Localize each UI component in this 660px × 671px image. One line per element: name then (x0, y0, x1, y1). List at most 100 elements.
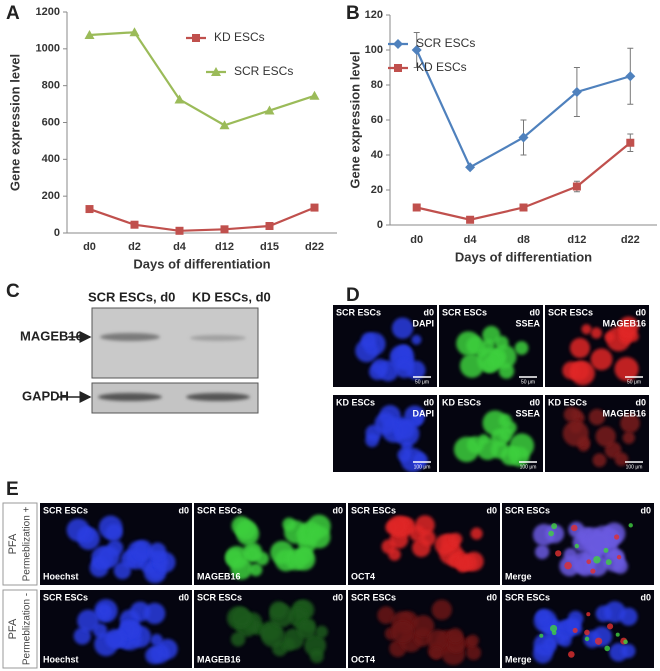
tile-label: d0 (640, 592, 651, 602)
y-tick-label: 60 (371, 114, 383, 126)
cell-dot (539, 633, 544, 638)
blot-membrane (91, 307, 259, 379)
cell-dot (615, 632, 620, 637)
x-axis-label: Days of differentiation (133, 256, 270, 271)
blot-column-label: KD ESCs, d0 (192, 289, 271, 304)
cell (244, 546, 260, 562)
cell (604, 331, 615, 342)
cell (105, 629, 125, 649)
cell (534, 544, 550, 560)
x-tick-label: d12 (567, 234, 586, 246)
x-tick-label: d15 (260, 241, 279, 253)
row-label: PFA (7, 533, 19, 554)
tile-label: MAGEB16 (197, 571, 241, 581)
cell-dot (594, 637, 603, 645)
tile-label: d0 (486, 505, 497, 515)
micrograph: SCR ESCs d0 Merge (502, 503, 654, 585)
y-tick-label: 0 (377, 219, 383, 231)
panel-letter: E (6, 479, 19, 500)
tile-label: SCR ESCs (43, 592, 88, 602)
cell (620, 413, 640, 433)
cell (315, 625, 328, 639)
cell (148, 542, 167, 560)
marker (174, 94, 185, 104)
panel-letter: A (6, 3, 20, 24)
cell (77, 609, 100, 632)
scale-label: 100 μm (520, 464, 537, 470)
cell-dot (614, 534, 620, 540)
micrograph: SCR ESCs d0 Merge (502, 590, 654, 668)
cell (66, 518, 90, 542)
cell (394, 419, 415, 440)
cell (73, 627, 91, 645)
blot-band (98, 393, 162, 401)
marker (519, 203, 528, 212)
cell-dot (623, 639, 628, 645)
cell-dot (604, 645, 610, 652)
cell (388, 548, 401, 561)
tile-label: SCR ESCs (351, 592, 396, 602)
x-tick-label: d4 (173, 241, 187, 253)
cell-dot (603, 547, 609, 553)
cell-dot (549, 624, 558, 633)
tile-label: SCR ESCs (336, 307, 381, 317)
tile-label: d0 (635, 397, 646, 407)
cell (456, 556, 472, 572)
legend-label: KD ESCs (416, 60, 467, 74)
cell (470, 527, 483, 540)
tile-label: d0 (529, 397, 540, 407)
marker (571, 87, 582, 97)
cell (282, 517, 296, 531)
marker (309, 90, 320, 100)
series-line (89, 206, 315, 232)
cell (297, 620, 316, 640)
y-tick-label: 600 (42, 116, 60, 128)
cell-dot (572, 627, 578, 633)
cell (581, 324, 592, 335)
tile-label: OCT4 (351, 571, 375, 581)
cell (150, 633, 163, 647)
y-tick-label: 1200 (36, 6, 60, 18)
y-tick-label: 100 (365, 44, 383, 56)
tile-label: d0 (640, 505, 651, 515)
cell (231, 607, 252, 628)
cell (395, 359, 414, 379)
tile-label: MAGEB16 (602, 318, 646, 328)
cell (466, 645, 482, 661)
cell (514, 341, 529, 355)
cell-dot (586, 612, 591, 617)
panel-letter: C (6, 281, 20, 302)
marker (129, 27, 140, 37)
tile-label: d0 (486, 592, 497, 602)
cell (481, 356, 498, 373)
tile-label: SCR ESCs (548, 307, 593, 317)
cell (97, 604, 111, 618)
x-tick-label: d22 (305, 241, 324, 253)
cell (113, 561, 132, 580)
cell-dot (574, 543, 580, 549)
tile-label: d0 (529, 307, 540, 317)
marker (310, 203, 319, 212)
y-tick-label: 120 (365, 9, 383, 21)
cell (592, 453, 607, 468)
cell (590, 327, 603, 339)
blot-band (190, 335, 246, 341)
marker (175, 226, 184, 235)
row-label: Permeblization + (22, 506, 33, 581)
cell (478, 434, 489, 445)
cell (249, 563, 263, 577)
marker (466, 215, 475, 224)
cell (260, 623, 285, 648)
cell (562, 420, 589, 447)
tile-label: DAPI (412, 408, 434, 418)
cell (569, 337, 591, 359)
cell (591, 626, 613, 647)
x-tick-label: d8 (517, 234, 530, 246)
y-axis-label: Gene expression level (7, 54, 22, 191)
blot-row-label: GAPDH (22, 388, 69, 403)
cell-dot (564, 561, 572, 570)
